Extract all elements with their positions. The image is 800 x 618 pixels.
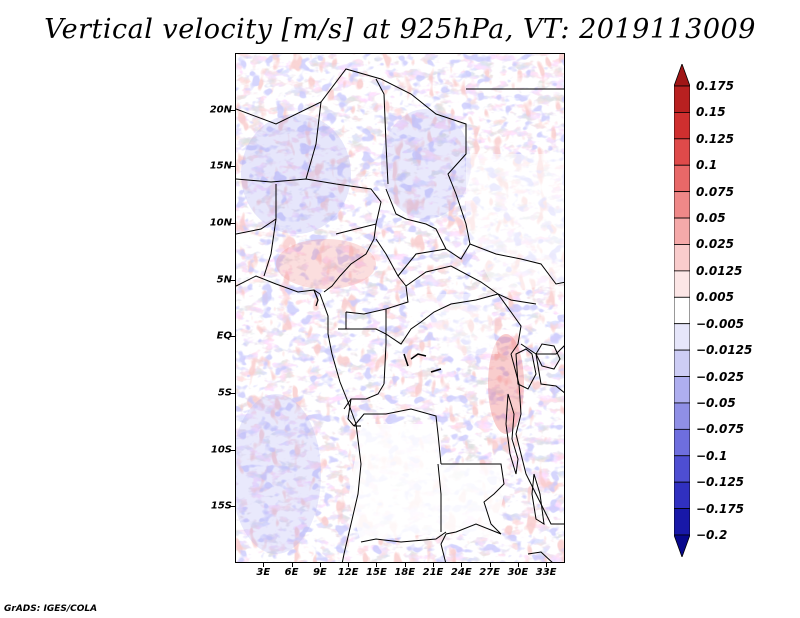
colorbar-label: 0.025	[696, 237, 734, 252]
lat-label: 5S	[217, 387, 232, 399]
lon-tick	[263, 562, 265, 567]
lat-tick	[230, 393, 235, 394]
lon-tick	[489, 562, 491, 567]
lon-tick	[376, 562, 378, 567]
colorbar-label: −0.125	[696, 475, 745, 490]
lon-tick	[404, 562, 406, 567]
chart-title: Vertical velocity [m/s] at 925hPa, VT: 2…	[44, 14, 756, 45]
lon-label: 3E	[256, 567, 271, 578]
colorbar-label: −0.025	[696, 369, 745, 384]
lon-label: 30E	[507, 567, 529, 578]
colorbar-label: 0.05	[696, 211, 726, 226]
colorbar-label: −0.175	[696, 501, 745, 516]
colorbar-swatch	[674, 191, 690, 219]
colorbar-swatch	[674, 217, 690, 245]
lat-tick	[230, 109, 235, 111]
country-borders	[236, 68, 564, 562]
colorbar-label: 0.0125	[696, 263, 743, 278]
lat-label: 15S	[210, 500, 232, 512]
velocity-field	[236, 54, 564, 562]
lon-label: 27E	[479, 567, 500, 578]
lon-label: 6E	[284, 567, 299, 578]
lon-tick	[433, 562, 434, 567]
lon-label: 18E	[394, 567, 416, 578]
colorbar-swatch	[674, 323, 690, 351]
colorbar-label: 0.175	[696, 79, 734, 93]
colorbar-swatch	[674, 402, 690, 430]
lon-label: 21E	[422, 567, 444, 578]
colorbar-swatch	[674, 296, 690, 325]
lon-tick	[546, 562, 548, 567]
map-panel	[235, 53, 565, 563]
lat-tick	[230, 336, 235, 338]
colorbar-label: 0.005	[696, 290, 734, 305]
lon-tick	[319, 562, 321, 567]
colorbar-label: −0.0125	[696, 343, 753, 358]
colorbar-swatch	[674, 455, 690, 483]
lat-label: EQ	[216, 330, 232, 342]
lat-tick	[230, 279, 235, 281]
lon-label: 12E	[337, 567, 359, 578]
colorbar-label: 0.1	[696, 158, 718, 173]
lon-tick	[348, 562, 350, 567]
colorbar-label: −0.1	[696, 448, 728, 463]
lat-tick	[230, 166, 235, 168]
lon-label: 15E	[366, 567, 387, 578]
colorbar-label: −0.05	[696, 395, 736, 410]
colorbar-label: 0.125	[696, 131, 734, 146]
lat-tick	[230, 506, 235, 508]
colorbar-label: 0.075	[696, 184, 734, 199]
lat-label: 15N	[209, 160, 232, 172]
lat-tick	[230, 449, 235, 451]
colorbar-swatch	[674, 64, 690, 87]
colorbar-swatch	[674, 244, 690, 272]
colorbar-swatch	[674, 270, 690, 298]
lat-label: 20N	[209, 104, 232, 116]
colorbar-swatch	[674, 508, 690, 536]
colorbar-swatch	[674, 376, 690, 404]
colorbar-swatch	[674, 481, 690, 509]
colorbar-label: −0.075	[696, 422, 745, 437]
lat-label: 10S	[210, 444, 232, 456]
lat-tick	[230, 223, 235, 224]
lon-tick	[517, 562, 519, 567]
colorbar-label: −0.2	[696, 528, 728, 542]
colorbar-swatch	[674, 428, 690, 457]
lon-tick	[461, 562, 463, 567]
lon-tick	[291, 562, 293, 567]
colorbar-swatch	[674, 534, 690, 557]
colorbar-label: −0.005	[696, 316, 745, 331]
colorbar	[674, 64, 690, 557]
colorbar-swatch	[674, 164, 690, 193]
lat-label: 5N	[216, 274, 232, 286]
colorbar-swatch	[674, 138, 690, 166]
lat-label: 10N	[209, 217, 232, 229]
lon-label: 9E	[312, 567, 327, 578]
lon-label: 24E	[450, 567, 472, 578]
colorbar-label: 0.15	[696, 105, 726, 120]
colorbar-swatch	[674, 85, 690, 113]
lon-label: 33E	[535, 567, 557, 578]
colorbar-swatch	[674, 112, 690, 140]
colorbar-swatch	[674, 349, 690, 377]
map-canvas	[236, 54, 564, 562]
credit-text: GrADS: IGES/COLA	[4, 604, 98, 614]
